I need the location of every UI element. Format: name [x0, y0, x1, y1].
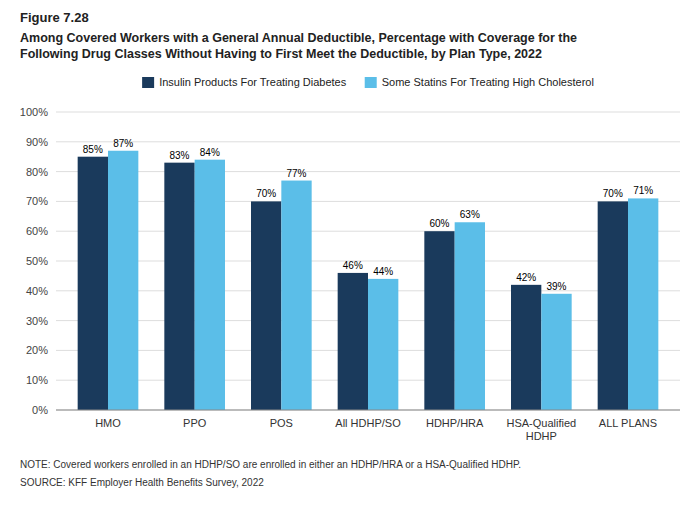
- data-label: 71%: [633, 185, 653, 196]
- data-labels: 85% 83% 70% 46% 60% 42% 70% 87% 84% 77% 44% 63% 39% 7…: [83, 138, 653, 292]
- grid-line: [56, 231, 680, 232]
- bar: [455, 222, 485, 410]
- grid-line: [56, 141, 680, 142]
- data-label: 85%: [83, 144, 103, 155]
- x-tick-label-line: HDHP: [526, 430, 557, 442]
- x-tick-label-line: HDHP/HRA: [426, 417, 484, 429]
- bar: [195, 160, 225, 410]
- bar: [598, 201, 628, 410]
- y-tick-label: 10%: [26, 374, 48, 386]
- x-tick-label-line: PPO: [183, 417, 207, 429]
- title-line: Among Covered Workers with a General Ann…: [20, 31, 577, 45]
- data-label: 70%: [256, 188, 276, 199]
- data-label: 77%: [286, 168, 306, 179]
- bar: [424, 231, 454, 410]
- bar: [78, 157, 108, 410]
- bar: [164, 163, 194, 410]
- title-line: Following Drug Classes Without Having to…: [20, 47, 542, 61]
- x-tick-label: POS: [270, 417, 293, 429]
- y-tick-label: 0%: [32, 404, 48, 416]
- x-tick-label-line: ALL PLANS: [599, 417, 657, 429]
- data-label: 63%: [460, 209, 480, 220]
- legend-item: Some Statins For Treating High Cholester…: [365, 76, 594, 88]
- grid-line: [56, 201, 680, 202]
- bar: [108, 151, 138, 410]
- grid-line: [56, 112, 680, 113]
- data-label: 70%: [603, 188, 623, 199]
- data-label: 83%: [169, 150, 189, 161]
- bar: [281, 181, 311, 410]
- data-label: 42%: [516, 272, 536, 283]
- y-tick-label: 30%: [26, 315, 48, 327]
- background: [0, 0, 698, 525]
- y-tick-label: 100%: [20, 106, 48, 118]
- y-tick-label: 70%: [26, 195, 48, 207]
- bar: [251, 201, 281, 410]
- y-tick-label: 20%: [26, 344, 48, 356]
- data-label: 60%: [429, 218, 449, 229]
- grid-line: [56, 171, 680, 172]
- x-tick-label-line: HMO: [95, 417, 121, 429]
- data-label: 87%: [113, 138, 133, 149]
- legend-label: Insulin Products For Treating Diabetes: [159, 76, 347, 88]
- y-tick-label: 50%: [26, 255, 48, 267]
- y-tick-label: 80%: [26, 166, 48, 178]
- y-tick-label: 40%: [26, 285, 48, 297]
- data-label: 46%: [343, 260, 363, 271]
- bar: [368, 279, 398, 410]
- x-tick-label-line: POS: [270, 417, 293, 429]
- legend-swatch: [365, 77, 377, 88]
- x-tick-label: ALL PLANS: [599, 417, 657, 429]
- bar: [541, 294, 571, 410]
- x-tick-label: PPO: [183, 417, 207, 429]
- note: SOURCE: KFF Employer Health Benefits Sur…: [20, 477, 264, 488]
- y-axis: 0% 10% 20% 30% 40% 50% 60% 70% 80% 90% 100%: [20, 106, 680, 416]
- x-axis: HMO PPO POS All HDHP/SO HDHP/HRA HSA-Qualifie…: [56, 410, 680, 442]
- x-tick-label: HMO: [95, 417, 121, 429]
- grid-line: [56, 410, 680, 411]
- bar: [338, 273, 368, 410]
- chart: Figure 7.28 Among Covered Workers with a …: [0, 0, 698, 525]
- y-tick-label: 60%: [26, 225, 48, 237]
- y-tick-label: 90%: [26, 136, 48, 148]
- x-axis-line: [56, 410, 680, 411]
- legend-label: Some Statins For Treating High Cholester…: [382, 76, 594, 88]
- legend: Insulin Products For Treating Diabetes So…: [142, 76, 594, 88]
- x-tick-label: HSA-QualifiedHDHP: [506, 417, 576, 442]
- data-label: 44%: [373, 266, 393, 277]
- legend-swatch: [142, 77, 154, 88]
- data-label: 84%: [200, 147, 220, 158]
- x-tick-label-line: All HDHP/SO: [335, 417, 401, 429]
- x-tick-label: All HDHP/SO: [335, 417, 401, 429]
- legend-item: Insulin Products For Treating Diabetes: [142, 76, 347, 88]
- bar: [511, 285, 541, 410]
- figure-label: Figure 7.28: [20, 10, 89, 25]
- data-label: 39%: [546, 281, 566, 292]
- x-tick-label: HDHP/HRA: [426, 417, 484, 429]
- bar: [628, 198, 658, 410]
- x-tick-label-line: HSA-Qualified: [506, 417, 576, 429]
- bars: [78, 151, 659, 410]
- title: Among Covered Workers with a General Ann…: [20, 31, 577, 61]
- grid-line: [56, 261, 680, 262]
- note: NOTE: Covered workers enrolled in an HDH…: [20, 459, 521, 470]
